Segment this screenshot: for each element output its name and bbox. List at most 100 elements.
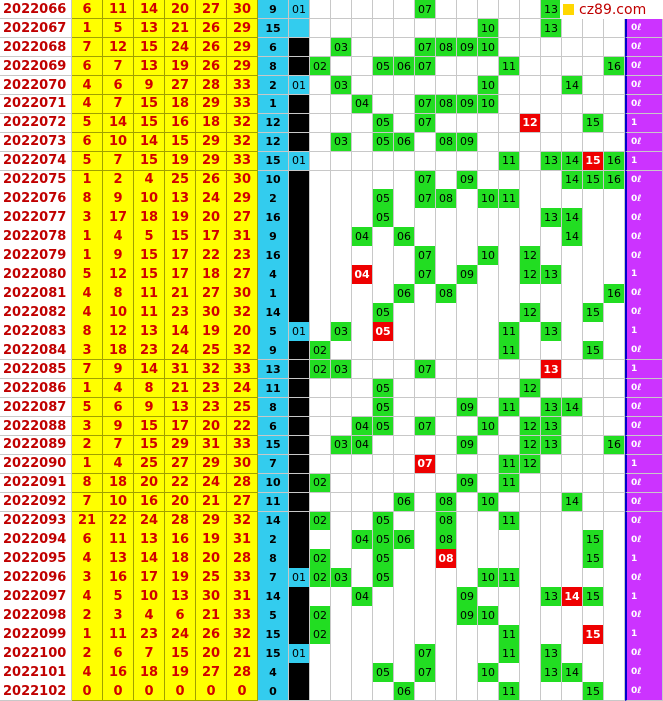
red-ball: 25 (196, 341, 227, 361)
blue-hit-cell: 15 (583, 625, 604, 645)
red-ball: 32 (227, 341, 258, 361)
hit-cell: 07 (415, 265, 436, 285)
red-ball: 11 (103, 530, 134, 550)
hit-cell: 11 (499, 397, 520, 418)
hit-cell: 13 (541, 265, 562, 285)
grid-cell (583, 246, 604, 266)
grid-cell (604, 549, 625, 569)
red-ball: 26 (196, 625, 227, 645)
grid-cell (352, 284, 373, 304)
grid-cell (394, 303, 415, 323)
issue-number: 2022077 (0, 208, 72, 228)
red-ball: 15 (134, 265, 165, 285)
red-ball: 18 (165, 94, 196, 115)
hit-cell: 07 (415, 416, 436, 437)
red-ball: 10 (103, 303, 134, 323)
red-ball: 4 (72, 663, 103, 683)
grid-cell (436, 568, 457, 588)
grid-cell (436, 75, 457, 96)
grid-cell (478, 530, 499, 550)
grid-cell (352, 644, 373, 664)
hit-cell: 07 (415, 56, 436, 77)
grid-cell (310, 170, 331, 190)
hit-cell: 05 (373, 208, 394, 228)
hit-cell: 10 (478, 75, 499, 96)
grid-cell (562, 189, 583, 209)
grid-cell (541, 246, 562, 266)
grid-cell (373, 606, 394, 626)
red-ball: 4 (72, 549, 103, 569)
red-ball: 13 (134, 56, 165, 77)
hit-cell: 10 (478, 18, 499, 39)
grid-cell (331, 682, 352, 701)
red-ball: 31 (227, 530, 258, 550)
grid-cell (436, 208, 457, 228)
column-01 (289, 37, 310, 58)
grid-cell (394, 246, 415, 266)
grid-cell (604, 492, 625, 513)
grid-cell (373, 227, 394, 247)
column-01 (289, 170, 310, 190)
grid-cell (436, 322, 457, 342)
red-ball: 12 (103, 322, 134, 342)
grid-cell (352, 625, 373, 645)
grid-cell (499, 416, 520, 437)
red-ball: 9 (134, 397, 165, 418)
grid-cell (604, 625, 625, 645)
blue-ball: 2 (258, 530, 289, 550)
grid-cell (562, 435, 583, 456)
red-ball: 3 (103, 606, 134, 626)
blue-ball: 5 (258, 606, 289, 626)
red-ball: 14 (134, 132, 165, 153)
issue-number: 2022098 (0, 606, 72, 626)
result-tag: 0ℓ (625, 397, 663, 418)
grid-cell (499, 132, 520, 153)
hit-cell: 14 (562, 151, 583, 171)
hit-cell: 10 (478, 416, 499, 437)
red-ball: 24 (165, 37, 196, 58)
grid-cell (583, 435, 604, 456)
red-ball: 28 (227, 663, 258, 683)
red-ball: 3 (72, 568, 103, 588)
issue-number: 2022073 (0, 132, 72, 153)
hit-cell: 12 (520, 265, 541, 285)
grid-cell (436, 644, 457, 664)
red-ball: 17 (134, 568, 165, 588)
red-ball: 33 (227, 359, 258, 380)
grid-cell (373, 341, 394, 361)
grid-cell (457, 416, 478, 437)
grid-cell (478, 359, 499, 380)
hit-cell: 13 (541, 322, 562, 342)
blue-ball: 15 (258, 18, 289, 39)
grid-cell (331, 151, 352, 171)
grid-cell (562, 37, 583, 58)
red-ball: 15 (134, 435, 165, 456)
blue-hit-cell: 08 (436, 549, 457, 569)
grid-cell (331, 208, 352, 228)
hit-cell: 14 (562, 75, 583, 96)
hit-cell: 10 (478, 492, 499, 513)
grid-cell (520, 75, 541, 96)
issue-number: 2022087 (0, 397, 72, 418)
grid-cell (373, 359, 394, 380)
hit-cell: 14 (562, 492, 583, 513)
red-ball: 29 (196, 151, 227, 171)
red-ball: 10 (134, 189, 165, 209)
blue-ball: 8 (258, 549, 289, 569)
grid-cell (520, 473, 541, 494)
red-ball: 30 (227, 170, 258, 190)
column-01 (289, 435, 310, 456)
grid-cell (583, 189, 604, 209)
grid-cell (541, 568, 562, 588)
grid-cell (457, 511, 478, 531)
grid-cell (331, 18, 352, 39)
result-tag: 0ℓ (625, 208, 663, 228)
grid-cell (478, 303, 499, 323)
red-ball: 29 (227, 189, 258, 209)
red-ball: 21 (227, 644, 258, 664)
grid-cell (520, 284, 541, 304)
hit-cell: 09 (457, 397, 478, 418)
hit-cell: 13 (541, 435, 562, 456)
column-01 (289, 189, 310, 209)
grid-cell (436, 170, 457, 190)
